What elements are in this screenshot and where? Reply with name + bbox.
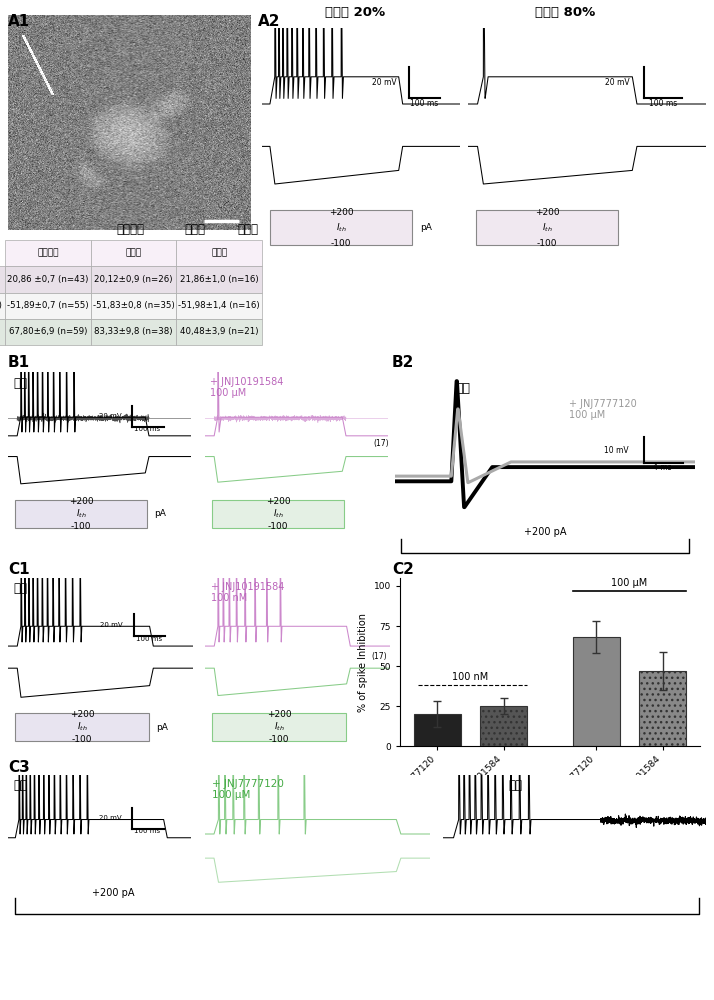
Text: +200: +200 (329, 208, 353, 217)
Text: + JNJ10191584
100 μM: + JNJ10191584 100 μM (211, 377, 284, 398)
Text: A1: A1 (8, 14, 30, 29)
Text: 20 mV: 20 mV (100, 622, 123, 628)
Text: 100 ms: 100 ms (134, 426, 160, 432)
Text: +200 pA: +200 pA (524, 527, 566, 537)
Bar (16, 713, 149, 741)
Text: 100 ms: 100 ms (411, 99, 438, 108)
Bar (573, 637, 620, 746)
Text: 20 mV: 20 mV (372, 78, 397, 87)
Bar (639, 671, 686, 746)
Text: I$_{th}$: I$_{th}$ (76, 508, 86, 520)
Text: 持续峰: 持续峰 (238, 223, 258, 236)
Text: 瞬时峰: 瞬时峰 (184, 223, 206, 236)
Text: 100 ms: 100 ms (649, 99, 678, 108)
Text: 100 μM: 100 μM (611, 578, 648, 588)
Text: -100: -100 (71, 735, 92, 744)
Text: -100: -100 (331, 239, 351, 248)
Text: (17): (17) (373, 439, 389, 448)
Text: I$_{th}$: I$_{th}$ (542, 221, 553, 234)
Text: 4 ms: 4 ms (653, 463, 671, 472)
Text: 20 mV: 20 mV (99, 413, 121, 419)
Text: C2: C2 (392, 562, 414, 577)
Text: +200: +200 (267, 710, 291, 719)
Text: C1: C1 (8, 562, 29, 577)
Text: 对照: 对照 (14, 582, 28, 595)
Text: 总神经元: 总神经元 (116, 223, 144, 236)
Text: 对照: 对照 (14, 779, 28, 792)
Text: +200: +200 (69, 497, 94, 506)
Text: +200: +200 (535, 208, 560, 217)
Text: pA: pA (156, 722, 168, 732)
Bar (270, 210, 413, 245)
Text: 对照: 对照 (14, 377, 28, 390)
Text: -100: -100 (537, 239, 558, 248)
Text: 清洗: 清洗 (509, 779, 523, 792)
Bar (476, 210, 618, 245)
Text: I$_{th}$: I$_{th}$ (76, 721, 87, 733)
Text: 20 mV: 20 mV (99, 815, 121, 821)
Text: 100 ms: 100 ms (136, 636, 161, 642)
Text: 瞬时峰 80%: 瞬时峰 80% (535, 6, 595, 19)
Text: B2: B2 (392, 355, 414, 370)
Text: (17): (17) (371, 652, 387, 661)
Text: pA: pA (421, 223, 432, 232)
Text: +200 pA: +200 pA (92, 888, 134, 898)
Text: C3: C3 (8, 760, 30, 775)
Text: + JNJ7777120
100 μM: + JNJ7777120 100 μM (569, 399, 637, 420)
Text: -100: -100 (268, 522, 288, 531)
Text: + JNJ7777120
100 μM: + JNJ7777120 100 μM (212, 779, 283, 800)
Text: I$_{th}$: I$_{th}$ (336, 221, 346, 234)
Text: I$_{th}$: I$_{th}$ (273, 721, 284, 733)
Text: 持续峰 20%: 持续峰 20% (325, 6, 385, 19)
Text: B1: B1 (8, 355, 30, 370)
Bar (212, 500, 344, 528)
Text: I$_{th}$: I$_{th}$ (273, 508, 283, 520)
Text: 100 nM: 100 nM (453, 672, 488, 682)
Text: 10 mV: 10 mV (604, 446, 629, 455)
Text: +200: +200 (266, 497, 291, 506)
Text: 对照: 对照 (455, 382, 470, 395)
Text: pA: pA (154, 510, 166, 518)
Y-axis label: % of spike Inhibition: % of spike Inhibition (358, 612, 368, 712)
Text: + JNJ10191584
100 nM: + JNJ10191584 100 nM (211, 582, 284, 603)
Text: -100: -100 (71, 522, 91, 531)
Text: -100: -100 (268, 735, 289, 744)
Bar (212, 713, 346, 741)
Text: 100 ms: 100 ms (134, 828, 160, 834)
Bar (15, 500, 147, 528)
Text: 20 mV: 20 mV (605, 78, 630, 87)
Text: +200: +200 (70, 710, 94, 719)
Text: A2: A2 (258, 14, 281, 29)
Bar (413, 714, 461, 746)
Bar (480, 706, 528, 746)
